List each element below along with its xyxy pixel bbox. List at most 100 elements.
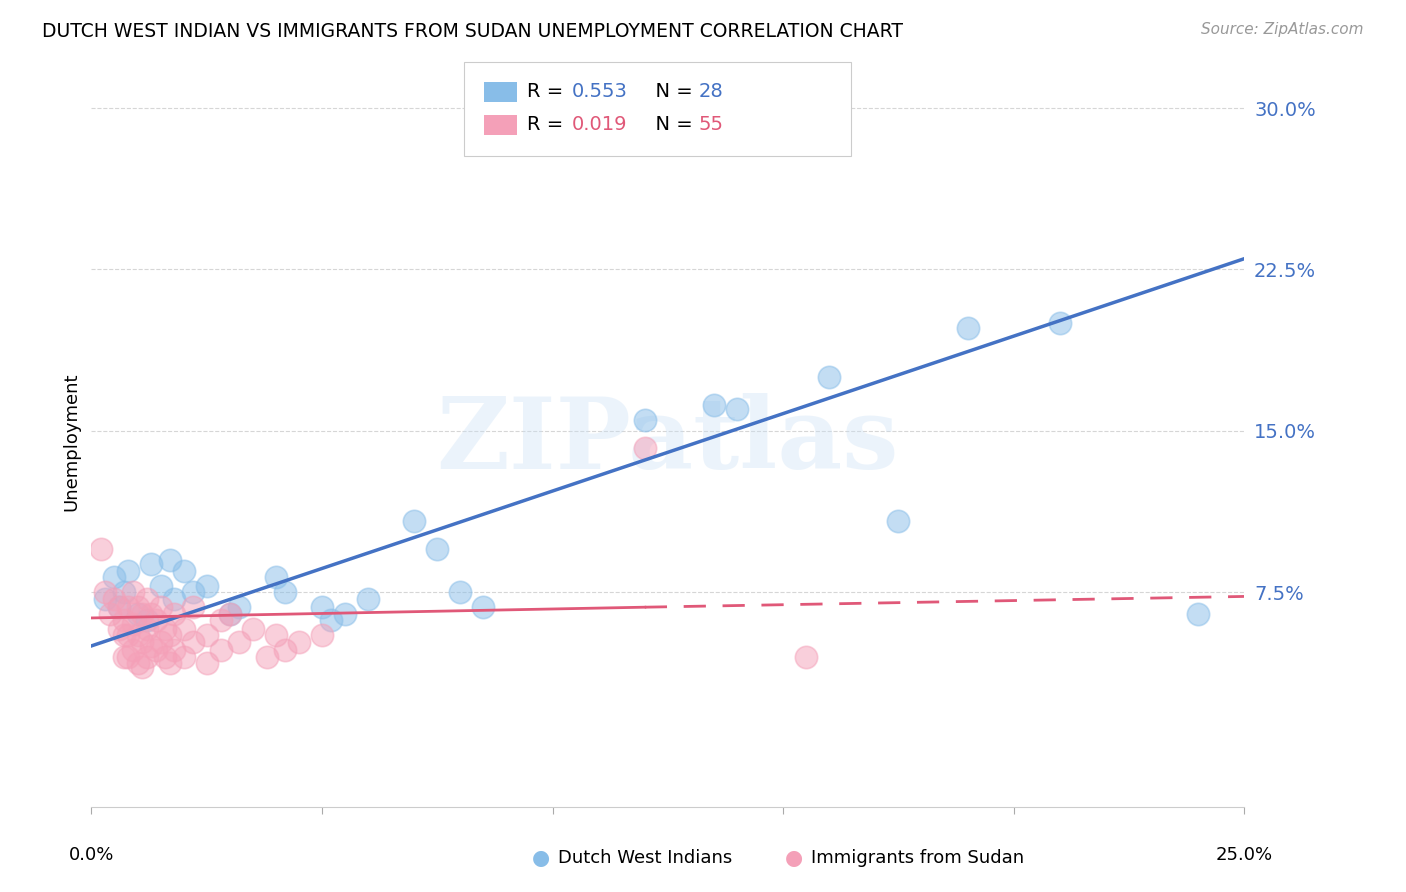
Text: N =: N = bbox=[643, 82, 699, 102]
Point bbox=[256, 649, 278, 664]
Point bbox=[149, 634, 172, 648]
Y-axis label: Unemployment: Unemployment bbox=[62, 372, 80, 511]
Point bbox=[122, 643, 145, 657]
Point bbox=[173, 622, 195, 636]
Text: 0.019: 0.019 bbox=[572, 115, 627, 135]
Point bbox=[228, 600, 250, 615]
Point bbox=[264, 570, 287, 584]
Text: DUTCH WEST INDIAN VS IMMIGRANTS FROM SUDAN UNEMPLOYMENT CORRELATION CHART: DUTCH WEST INDIAN VS IMMIGRANTS FROM SUD… bbox=[42, 22, 903, 41]
Point bbox=[103, 591, 125, 606]
Point bbox=[141, 607, 163, 621]
Point bbox=[103, 570, 125, 584]
Point bbox=[131, 660, 153, 674]
Point bbox=[311, 600, 333, 615]
Point bbox=[117, 600, 139, 615]
Point bbox=[122, 585, 145, 599]
Point bbox=[173, 649, 195, 664]
Point bbox=[163, 607, 186, 621]
Text: 28: 28 bbox=[699, 82, 724, 102]
Text: 0.553: 0.553 bbox=[572, 82, 628, 102]
Text: ZIPatlas: ZIPatlas bbox=[437, 393, 898, 490]
Point bbox=[153, 649, 176, 664]
Point bbox=[426, 542, 449, 557]
Point bbox=[112, 628, 135, 642]
Point bbox=[149, 600, 172, 615]
Text: ●: ● bbox=[786, 848, 803, 868]
Point bbox=[218, 607, 240, 621]
Text: Source: ZipAtlas.com: Source: ZipAtlas.com bbox=[1201, 22, 1364, 37]
Point bbox=[195, 579, 218, 593]
Point bbox=[90, 542, 112, 557]
Point bbox=[141, 639, 163, 653]
Point bbox=[117, 564, 139, 578]
Point bbox=[108, 622, 131, 636]
Point bbox=[228, 634, 250, 648]
Point bbox=[108, 600, 131, 615]
Point bbox=[94, 591, 117, 606]
Point bbox=[149, 579, 172, 593]
Point bbox=[634, 441, 657, 455]
Point bbox=[127, 656, 149, 670]
Point bbox=[195, 628, 218, 642]
Point bbox=[127, 607, 149, 621]
Point bbox=[163, 591, 186, 606]
Text: 55: 55 bbox=[699, 115, 724, 135]
Point bbox=[195, 656, 218, 670]
Point bbox=[703, 398, 725, 412]
Point bbox=[159, 553, 181, 567]
Text: 25.0%: 25.0% bbox=[1216, 846, 1272, 864]
Text: R =: R = bbox=[527, 82, 569, 102]
Point bbox=[449, 585, 471, 599]
Point bbox=[153, 622, 176, 636]
Point bbox=[181, 600, 204, 615]
Text: Immigrants from Sudan: Immigrants from Sudan bbox=[811, 849, 1025, 867]
Point bbox=[135, 591, 157, 606]
Point bbox=[209, 613, 232, 627]
Point bbox=[181, 634, 204, 648]
Point bbox=[145, 613, 167, 627]
Point bbox=[725, 402, 748, 417]
Text: ●: ● bbox=[533, 848, 550, 868]
Point bbox=[887, 514, 910, 528]
Point bbox=[321, 613, 343, 627]
Point bbox=[404, 514, 426, 528]
Point bbox=[117, 628, 139, 642]
Point bbox=[94, 585, 117, 599]
Point bbox=[274, 585, 297, 599]
Text: N =: N = bbox=[643, 115, 699, 135]
Point bbox=[112, 613, 135, 627]
Point bbox=[209, 643, 232, 657]
Point bbox=[135, 613, 157, 627]
Point bbox=[117, 649, 139, 664]
Point bbox=[218, 607, 240, 621]
Point bbox=[794, 649, 817, 664]
Point bbox=[634, 413, 657, 427]
Point bbox=[108, 600, 131, 615]
Point bbox=[472, 600, 495, 615]
Text: 0.0%: 0.0% bbox=[69, 846, 114, 864]
Point bbox=[127, 600, 149, 615]
Point bbox=[98, 607, 121, 621]
Point bbox=[141, 557, 163, 571]
Point bbox=[242, 622, 264, 636]
Point bbox=[159, 628, 181, 642]
Point bbox=[311, 628, 333, 642]
Point bbox=[181, 585, 204, 599]
Point bbox=[1187, 607, 1209, 621]
Text: Dutch West Indians: Dutch West Indians bbox=[558, 849, 733, 867]
Point bbox=[163, 643, 186, 657]
Point bbox=[274, 643, 297, 657]
Point bbox=[333, 607, 356, 621]
Point bbox=[956, 320, 979, 334]
Point bbox=[1049, 316, 1071, 330]
Point bbox=[145, 643, 167, 657]
Point bbox=[818, 370, 841, 384]
Point bbox=[127, 628, 149, 642]
Point bbox=[173, 564, 195, 578]
Text: R =: R = bbox=[527, 115, 569, 135]
Point bbox=[131, 634, 153, 648]
Point bbox=[159, 656, 181, 670]
Point bbox=[264, 628, 287, 642]
Point bbox=[112, 649, 135, 664]
Point bbox=[135, 622, 157, 636]
